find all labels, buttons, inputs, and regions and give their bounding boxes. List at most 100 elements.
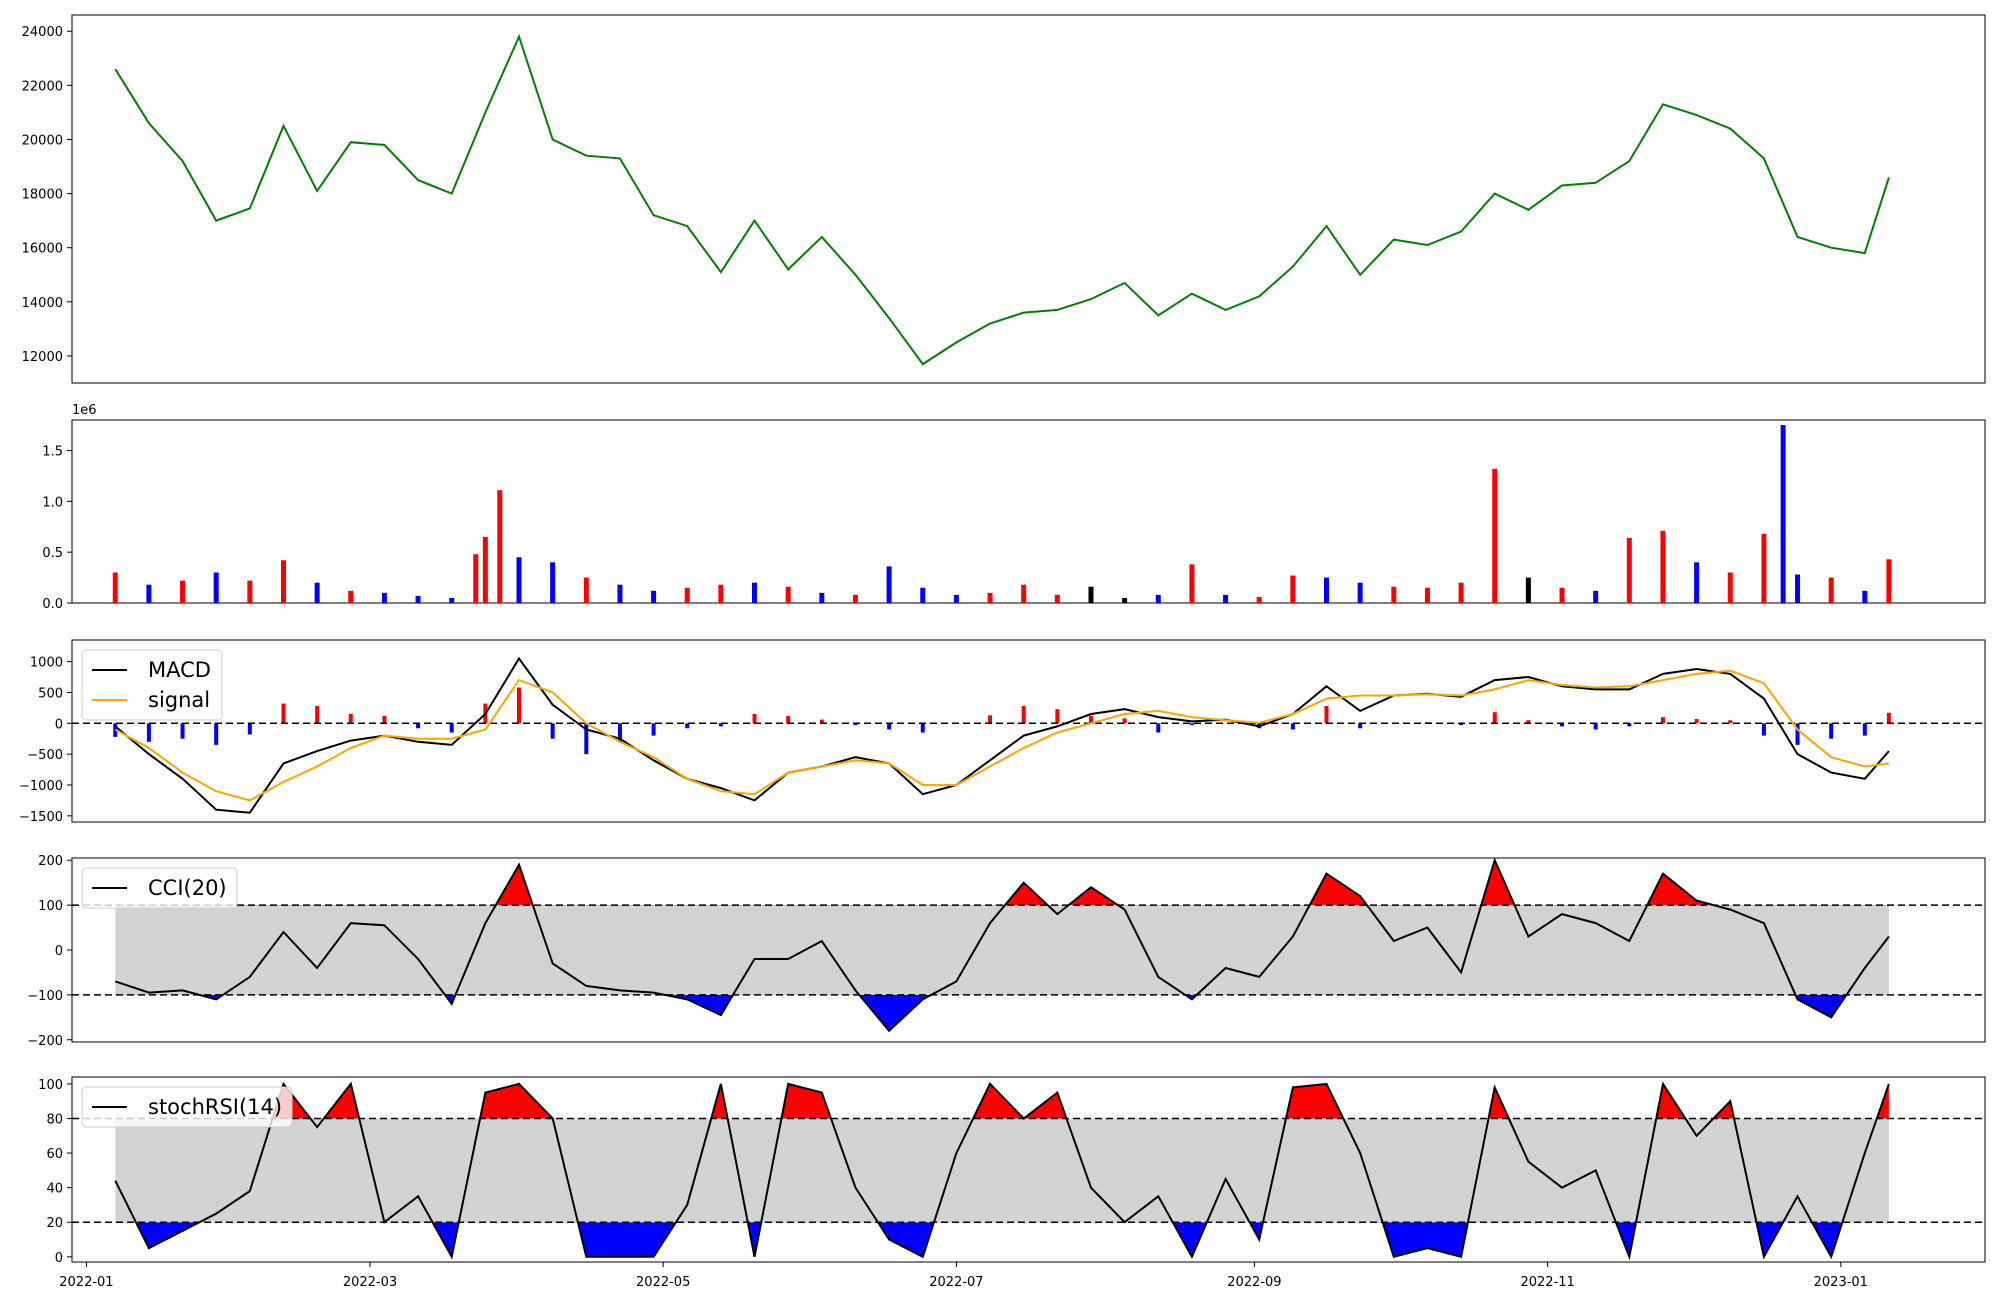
volume-bar	[449, 597, 455, 603]
volume-bar	[1626, 537, 1632, 603]
macd-hist-bar	[1290, 723, 1295, 730]
macd-line	[114, 656, 1890, 814]
x-tick-label: 2022-03	[343, 1275, 397, 1290]
volume-bar	[1391, 586, 1397, 603]
x-tick-label: 2022-01	[59, 1275, 113, 1290]
legend-label: stochRSI(14)	[148, 1095, 282, 1119]
macd-hist-bar	[1122, 718, 1127, 724]
neutral-band	[115, 1118, 1889, 1223]
macd-hist-bar	[1728, 720, 1733, 724]
volume-bar	[886, 566, 892, 603]
macd-hist-bar	[1324, 706, 1329, 724]
volume-bar	[213, 572, 219, 603]
macd-hist-bar	[1694, 718, 1699, 724]
neutral-band	[115, 905, 1889, 995]
macd-hist-bar	[1560, 723, 1565, 727]
y-tick-label: 40	[46, 1182, 63, 1197]
volume-bar	[112, 572, 118, 603]
volume-bar	[1290, 575, 1296, 603]
macd-hist-bar	[1358, 723, 1363, 729]
y-tick-label: 60	[46, 1147, 63, 1162]
volume-bar	[1189, 564, 1195, 603]
volume-bar	[1223, 594, 1229, 603]
macd-hist-bar	[1492, 712, 1497, 724]
y-tick-label: −100	[27, 989, 63, 1004]
y-tick-label: 24000	[22, 25, 63, 40]
volume-bar	[1324, 577, 1330, 603]
volume-bar	[473, 554, 479, 603]
y-tick-label: 1000	[30, 656, 63, 671]
macd-hist-bar	[348, 714, 353, 724]
y-tick-label: 22000	[22, 79, 63, 94]
y-tick-label: −200	[27, 1034, 63, 1049]
macd-hist-bar	[786, 715, 791, 724]
macd-hist-bar	[146, 723, 151, 742]
volume-bar	[987, 592, 993, 603]
y-tick-label: 0	[55, 717, 63, 732]
oversold-fill	[115, 1222, 1889, 1257]
macd-hist-bar	[1627, 723, 1632, 727]
volume-bar	[550, 562, 556, 603]
legend-label: signal	[148, 688, 210, 712]
y-tick-label: 20000	[22, 133, 63, 148]
volume-bar	[1525, 577, 1531, 603]
volume-bar	[1593, 590, 1599, 603]
volume-bar	[1886, 559, 1892, 603]
volume-bar	[852, 594, 858, 603]
y-tick-label: 1.0	[42, 495, 63, 510]
volume-bar	[1122, 597, 1128, 603]
volume-bar	[1256, 596, 1262, 603]
volume-bar	[1761, 533, 1767, 603]
volume-multiplier-label: 1e6	[72, 403, 97, 418]
volume-bar	[1862, 590, 1868, 603]
price-line	[114, 33, 1890, 366]
volume-bar	[1357, 582, 1363, 603]
macd-hist-bar	[1660, 717, 1665, 724]
macd-hist-bar	[584, 723, 589, 755]
cci-line	[114, 857, 1890, 1033]
macd-hist-bar	[1055, 709, 1060, 724]
macd-hist-bar	[1021, 706, 1026, 724]
macd-hist-bar	[550, 723, 555, 739]
macd-hist-bar	[617, 723, 622, 742]
legend-label: CCI(20)	[148, 876, 227, 900]
macd-hist-bar	[1886, 712, 1891, 724]
volume-bar	[1021, 584, 1027, 603]
panel-frame	[71, 14, 1986, 384]
volume-bar	[1660, 530, 1666, 603]
volume-bar	[1727, 572, 1733, 603]
signal-line	[114, 669, 1890, 802]
volume-bar	[348, 590, 354, 603]
volume-bar	[146, 584, 152, 603]
macd-hist-bar	[1156, 723, 1161, 733]
macd-hist-bar	[920, 723, 925, 733]
y-tick-label: 100	[38, 1078, 63, 1093]
volume-bar	[1795, 574, 1801, 603]
macd-hist-bar	[180, 723, 185, 739]
macd-hist-bar	[1761, 723, 1766, 736]
volume-bar	[651, 590, 657, 603]
macd-hist-bar	[416, 723, 421, 729]
macd-hist-bar	[214, 723, 219, 745]
x-tick-label: 2023-01	[1814, 1275, 1868, 1290]
x-tick-label: 2022-09	[1227, 1275, 1281, 1290]
overbought-fill	[272, 1083, 1889, 1119]
volume-bar	[415, 595, 421, 603]
volume-bar	[1424, 587, 1430, 603]
macd-hist-bar	[1459, 723, 1464, 726]
volume-bar	[1559, 587, 1565, 603]
macd-hist-bar	[281, 703, 286, 724]
y-tick-label: 0.0	[42, 597, 63, 612]
volume-bar	[1780, 425, 1786, 603]
macd-hist-bar	[1795, 723, 1800, 745]
volume-bar	[497, 490, 503, 603]
y-tick-label: −1000	[19, 779, 63, 794]
y-tick-label: −1500	[19, 810, 63, 825]
y-tick-label: 18000	[22, 188, 63, 203]
volume-bar	[247, 580, 253, 603]
volume-bar	[1088, 586, 1094, 603]
y-tick-label: 100	[38, 899, 63, 914]
macd-hist-bar	[1862, 723, 1867, 736]
y-tick-label: 20	[46, 1216, 63, 1231]
